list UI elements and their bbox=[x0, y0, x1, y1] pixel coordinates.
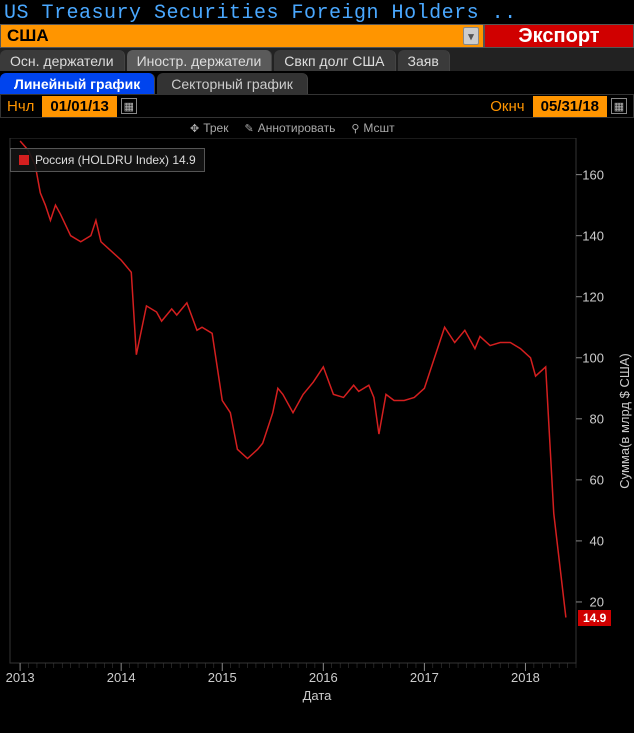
y-tick: 60 bbox=[590, 472, 604, 487]
start-date-label: Нчл bbox=[7, 98, 34, 115]
tab-0[interactable]: Осн. держатели bbox=[0, 50, 125, 71]
tool-Мсшт[interactable]: ⚲Мсшт bbox=[351, 121, 394, 135]
y-tick: 40 bbox=[590, 533, 604, 548]
y-tick: 120 bbox=[582, 289, 604, 304]
tool-Трек[interactable]: ✥Трек bbox=[190, 121, 228, 135]
legend-swatch bbox=[19, 155, 29, 165]
x-tick: 2017 bbox=[410, 670, 439, 685]
x-tick: 2015 bbox=[208, 670, 237, 685]
tab-3[interactable]: Заяв bbox=[398, 50, 450, 71]
subtab-1[interactable]: Секторный график bbox=[157, 73, 308, 94]
x-tick: 2016 bbox=[309, 670, 338, 685]
y-tick: 20 bbox=[590, 594, 604, 609]
end-date-input[interactable]: 05/31/18 bbox=[533, 96, 607, 117]
security-value: США bbox=[7, 26, 49, 46]
tab-2[interactable]: Свкп долг США bbox=[274, 50, 395, 71]
y-tick: 100 bbox=[582, 350, 604, 365]
y-tick: 140 bbox=[582, 228, 604, 243]
chevron-down-icon: ▾ bbox=[463, 27, 479, 45]
y-tick: 160 bbox=[582, 167, 604, 182]
y-axis-label: Сумма(в млрд $ США) bbox=[617, 353, 632, 489]
x-tick: 2018 bbox=[511, 670, 540, 685]
legend: Россия (HOLDRU Index) 14.9 bbox=[10, 148, 205, 172]
calendar-icon[interactable]: ▦ bbox=[611, 98, 627, 114]
tab-1[interactable]: Иностр. держатели bbox=[127, 50, 273, 71]
page-title: US Treasury Securities Foreign Holders .… bbox=[4, 2, 517, 25]
security-dropdown[interactable]: США ▾ bbox=[0, 24, 484, 48]
start-date-input[interactable]: 01/01/13 bbox=[42, 96, 116, 117]
subtab-0[interactable]: Линейный график bbox=[0, 73, 155, 94]
x-axis-label: Дата bbox=[303, 688, 332, 703]
y-tick: 80 bbox=[590, 411, 604, 426]
last-value-badge: 14.9 bbox=[578, 610, 611, 626]
x-tick: 2013 bbox=[6, 670, 35, 685]
x-tick: 2014 bbox=[107, 670, 136, 685]
export-button[interactable]: Экспорт bbox=[484, 24, 634, 48]
calendar-icon[interactable]: ▦ bbox=[121, 98, 137, 114]
legend-text: Россия (HOLDRU Index) 14.9 bbox=[35, 153, 196, 167]
tool-Аннотировать[interactable]: ✎Аннотировать bbox=[244, 121, 335, 135]
end-date-label: Окнч bbox=[490, 98, 524, 115]
